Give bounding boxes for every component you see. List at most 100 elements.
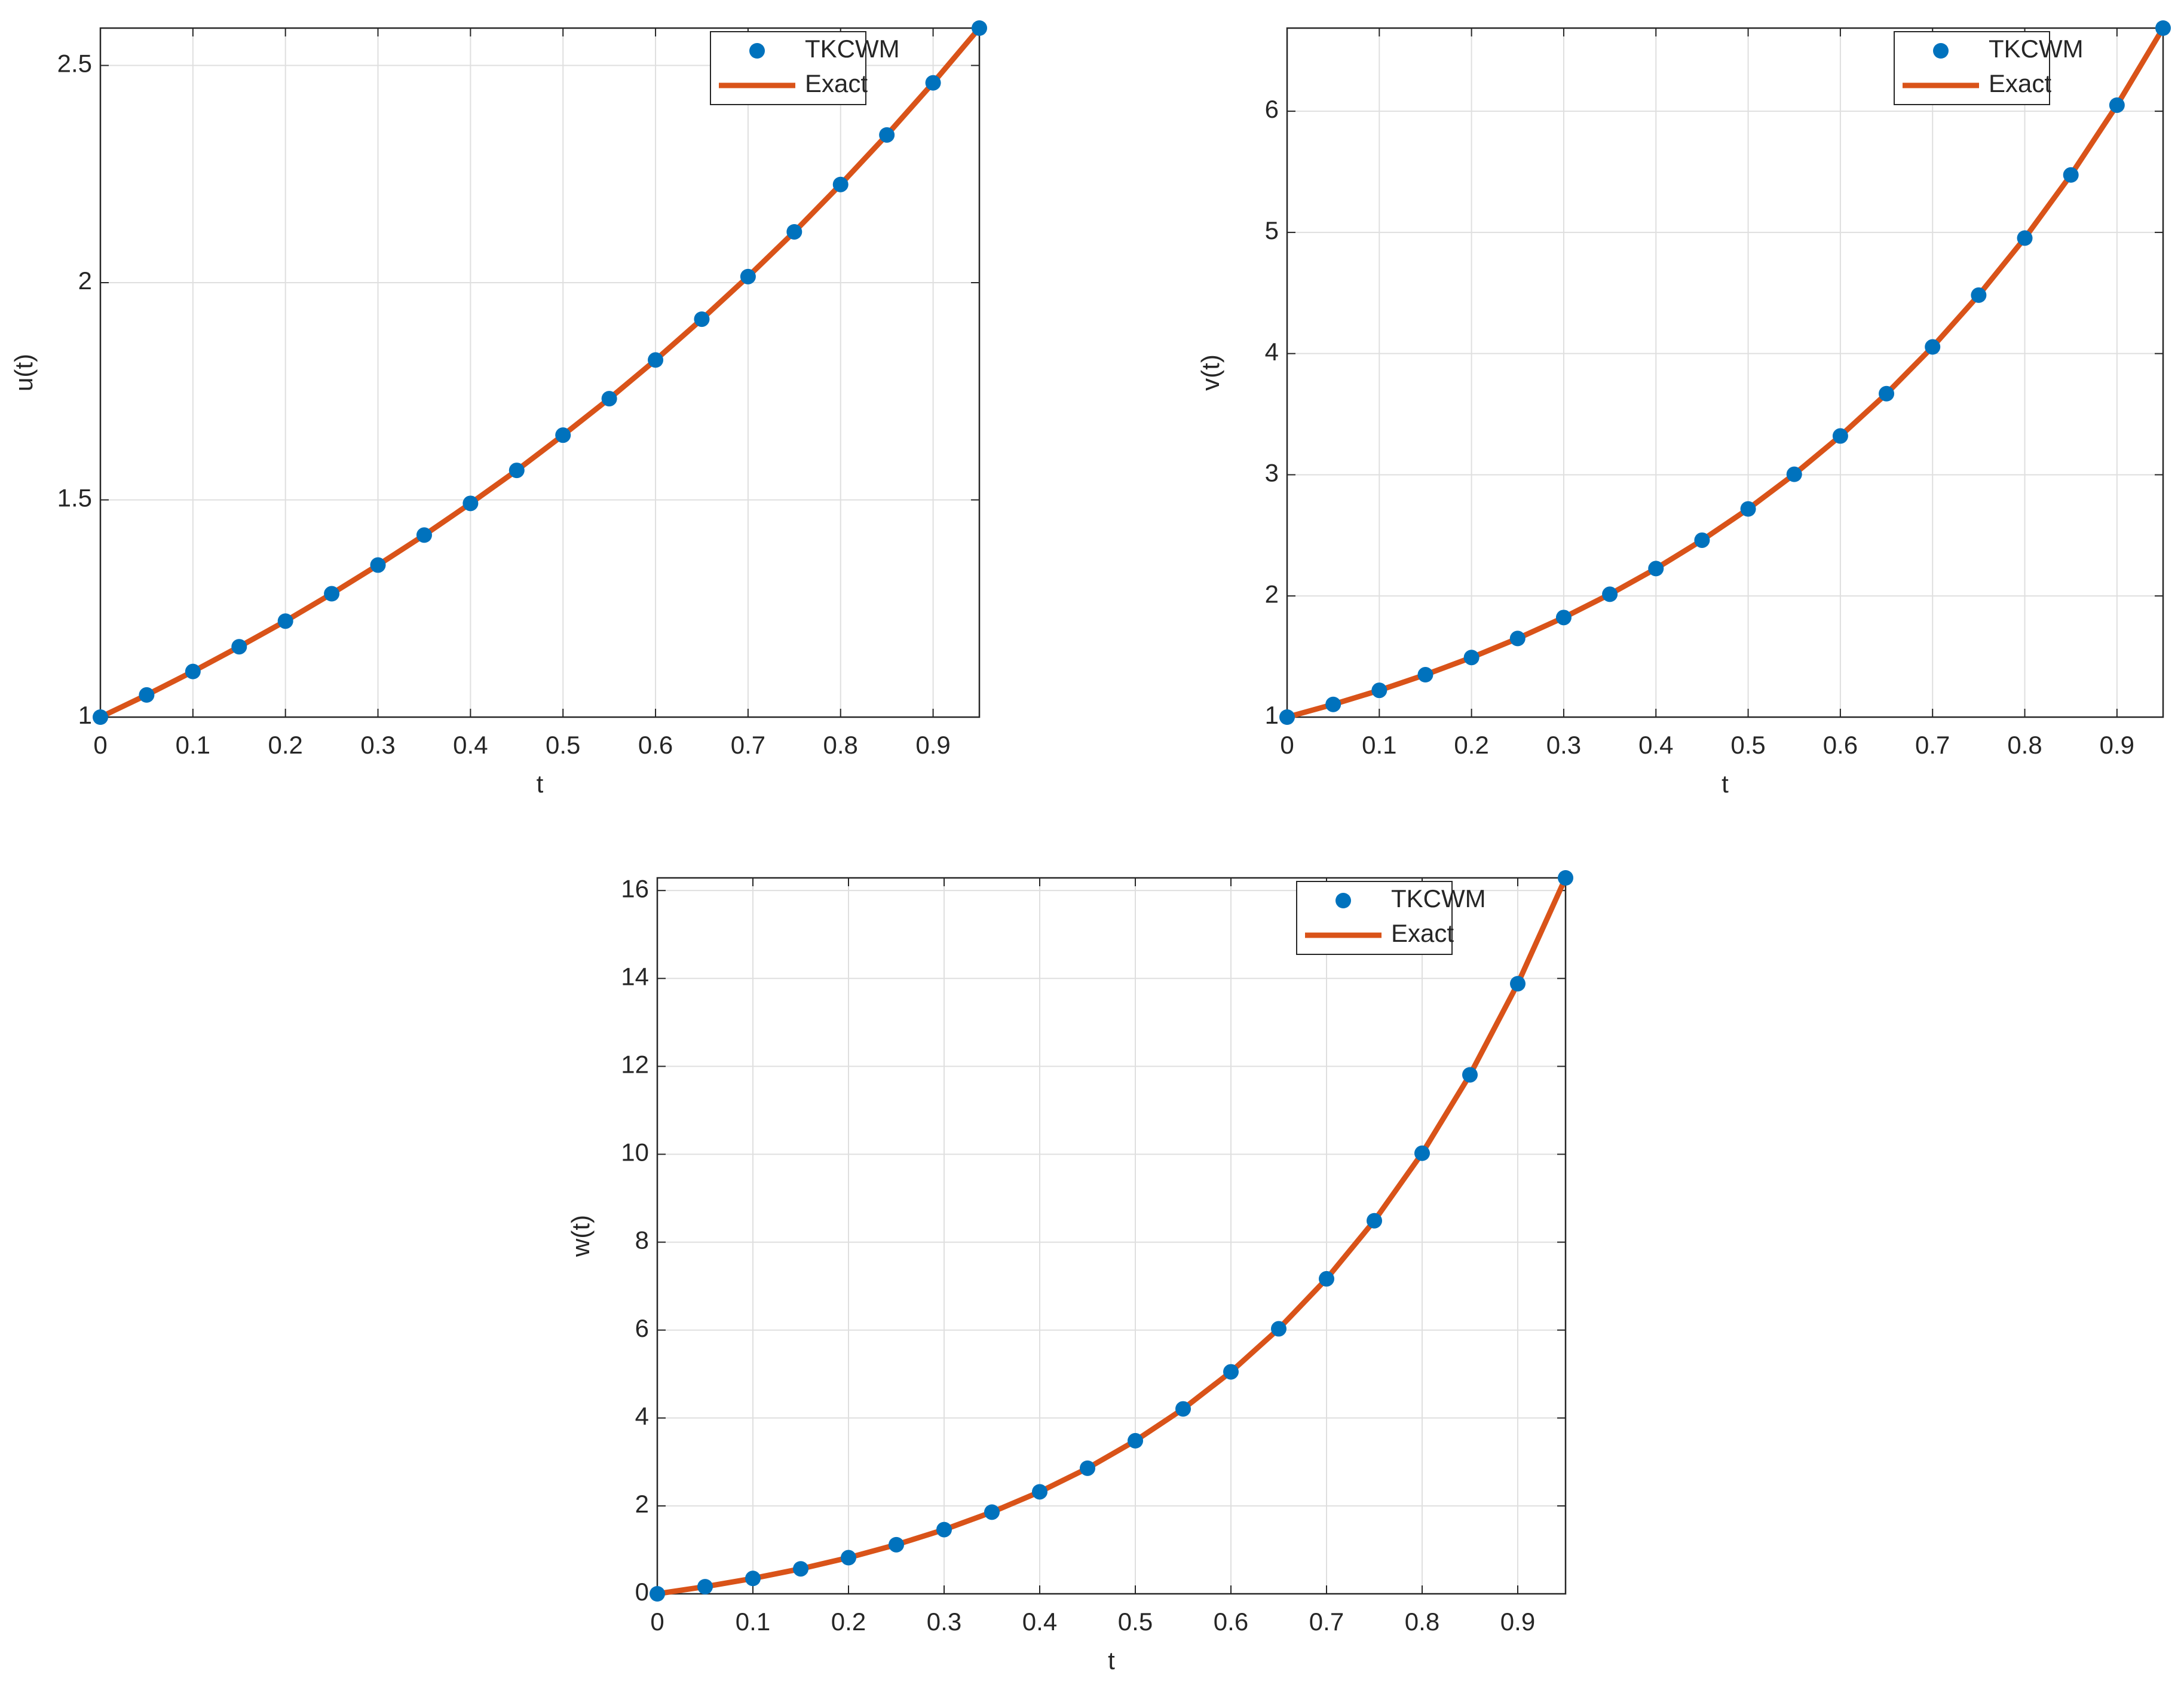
legend-marker xyxy=(749,43,765,59)
x-tick-label: 0.2 xyxy=(268,731,302,759)
data-line xyxy=(99,26,982,720)
y-tick-label: 12 xyxy=(621,1050,649,1078)
data-point xyxy=(462,495,479,512)
x-tick-label: 0.8 xyxy=(2007,731,2042,759)
y-tick-label: 8 xyxy=(635,1226,649,1254)
data-point xyxy=(1371,682,1387,699)
data-line xyxy=(1286,26,2165,720)
y-axis-label: v(t) xyxy=(1196,354,1224,391)
data-point xyxy=(936,1521,952,1538)
x-tick-label: 0.5 xyxy=(1730,731,1765,759)
data-point xyxy=(1175,1401,1191,1417)
data-point xyxy=(832,176,849,192)
x-tick-label: 0.9 xyxy=(2100,731,2134,759)
y-tick-label: 2.5 xyxy=(57,50,92,78)
x-tick-label: 0.7 xyxy=(1309,1608,1344,1636)
y-tick-label: 3 xyxy=(1265,459,1279,487)
y-tick-label: 2 xyxy=(78,267,92,295)
data-point xyxy=(1832,428,1848,444)
data-point xyxy=(231,639,247,655)
data-point xyxy=(1971,287,1987,303)
data-point xyxy=(745,1570,761,1587)
data-point xyxy=(1319,1270,1334,1287)
data-point xyxy=(1509,630,1526,647)
y-tick-label: 14 xyxy=(621,962,649,990)
data-point xyxy=(1414,1145,1430,1161)
y-tick-label: 0 xyxy=(635,1578,649,1606)
legend-marker xyxy=(1335,893,1351,908)
axes-box xyxy=(99,27,981,718)
x-tick-label: 0.6 xyxy=(1823,731,1858,759)
data-point xyxy=(2109,97,2125,113)
data-point xyxy=(984,1504,1000,1520)
x-tick-label: 0.6 xyxy=(1214,1608,1248,1636)
x-tick-label: 0 xyxy=(93,731,107,759)
x-tick-label: 0.3 xyxy=(1546,731,1581,759)
chart: 0 0.1 0.2 0.3 0.4 0.5 0.6 0.7 0.8 0.9 0 2 4 6 8 10 12 14 1… xyxy=(566,870,1573,1674)
data-point xyxy=(1223,1364,1239,1380)
x-tick-label: 0.6 xyxy=(638,731,673,759)
x-tick-label: 0.7 xyxy=(731,731,765,759)
legend-box xyxy=(1894,31,2050,105)
data-point xyxy=(1462,1067,1478,1083)
data-point xyxy=(509,463,525,479)
data-point xyxy=(277,613,293,629)
data-point xyxy=(2155,20,2171,36)
legend-label: Exact xyxy=(1391,919,1454,947)
y-tick-label: 10 xyxy=(621,1138,649,1167)
x-tick-label: 0.5 xyxy=(546,731,580,759)
x-tick-label: 0.4 xyxy=(1638,731,1673,759)
data-point xyxy=(1558,870,1573,886)
x-tick-label: 0.3 xyxy=(927,1608,961,1636)
axes-box xyxy=(656,877,1567,1595)
data-point xyxy=(786,224,802,240)
plot-area xyxy=(1287,28,2163,717)
x-tick-label: 0.2 xyxy=(831,1608,866,1636)
data-point xyxy=(185,663,201,679)
data-point xyxy=(1555,610,1572,626)
data-point xyxy=(694,311,710,327)
data-point xyxy=(1128,1432,1143,1449)
legend-label: Exact xyxy=(805,69,868,97)
y-tick-label: 1 xyxy=(1265,701,1279,729)
chart: 0 0.1 0.2 0.3 0.4 0.5 0.6 0.7 0.8 0.9 1 1.5 2 2.5 t u(t… xyxy=(10,20,987,798)
x-tick-label: 0.1 xyxy=(736,1608,770,1636)
data-point xyxy=(1879,385,1895,402)
data-point xyxy=(1279,709,1295,725)
x-tick-label: 0.3 xyxy=(360,731,395,759)
y-tick-label: 4 xyxy=(1265,338,1279,366)
data-point xyxy=(740,268,756,284)
x-tick-label: 0.2 xyxy=(1454,731,1488,759)
data-point xyxy=(1740,501,1756,517)
data-point xyxy=(793,1561,808,1577)
legend-label: Exact xyxy=(1989,69,2051,97)
x-tick-label: 0.8 xyxy=(1405,1608,1439,1636)
data-point xyxy=(648,352,664,368)
x-tick-label: 0.7 xyxy=(1915,731,1950,759)
y-tick-label: 1 xyxy=(78,701,92,729)
plot-area xyxy=(100,28,979,717)
x-axis-label: t xyxy=(537,770,544,798)
data-point xyxy=(555,427,571,443)
data-point xyxy=(879,127,895,143)
y-tick-label: 6 xyxy=(635,1314,649,1342)
x-tick-label: 0.9 xyxy=(1500,1608,1535,1636)
y-tick-label: 16 xyxy=(621,874,649,902)
y-tick-label: 2 xyxy=(1265,580,1279,608)
data-point xyxy=(1271,1321,1286,1337)
x-tick-label: 0.8 xyxy=(823,731,858,759)
y-tick-label: 2 xyxy=(635,1490,649,1518)
data-point xyxy=(841,1550,856,1566)
data-point xyxy=(972,20,987,36)
y-tick-label: 5 xyxy=(1265,216,1279,244)
x-tick-label: 0.4 xyxy=(1022,1608,1057,1636)
y-tick-label: 1.5 xyxy=(57,484,92,512)
data-point xyxy=(2063,167,2079,183)
x-axis-label: t xyxy=(1722,770,1729,798)
data-point xyxy=(370,557,386,573)
x-tick-label: 0 xyxy=(1280,731,1294,759)
x-tick-label: 0.5 xyxy=(1118,1608,1153,1636)
data-point xyxy=(1080,1460,1095,1476)
data-point xyxy=(324,586,340,602)
